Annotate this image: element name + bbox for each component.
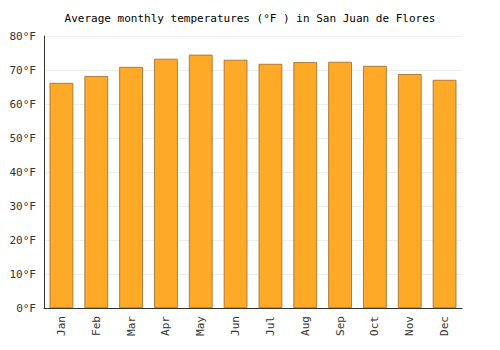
svg-text:80°F: 80°F bbox=[10, 30, 37, 43]
svg-text:30°F: 30°F bbox=[10, 200, 37, 213]
svg-text:60°F: 60°F bbox=[10, 98, 37, 111]
svg-text:Average monthly temperatures (: Average monthly temperatures (°F ) in Sa… bbox=[65, 12, 436, 25]
svg-text:0°F: 0°F bbox=[16, 302, 36, 315]
svg-text:70°F: 70°F bbox=[10, 64, 37, 77]
svg-text:20°F: 20°F bbox=[10, 234, 37, 247]
svg-text:50°F: 50°F bbox=[10, 132, 37, 145]
svg-text:Jan: Jan bbox=[55, 316, 68, 336]
svg-text:Oct: Oct bbox=[368, 316, 381, 336]
svg-text:Feb: Feb bbox=[90, 316, 103, 336]
svg-text:Sep: Sep bbox=[334, 316, 347, 336]
svg-text:10°F: 10°F bbox=[10, 268, 37, 281]
svg-text:Aug: Aug bbox=[299, 316, 312, 336]
svg-text:Mar: Mar bbox=[125, 316, 138, 336]
svg-text:40°F: 40°F bbox=[10, 166, 37, 179]
svg-text:May: May bbox=[194, 316, 207, 336]
svg-text:Jul: Jul bbox=[264, 316, 277, 336]
svg-text:Apr: Apr bbox=[159, 316, 172, 336]
svg-text:Dec: Dec bbox=[438, 316, 451, 336]
svg-text:Jun: Jun bbox=[229, 316, 242, 336]
svg-text:Nov: Nov bbox=[403, 316, 416, 336]
